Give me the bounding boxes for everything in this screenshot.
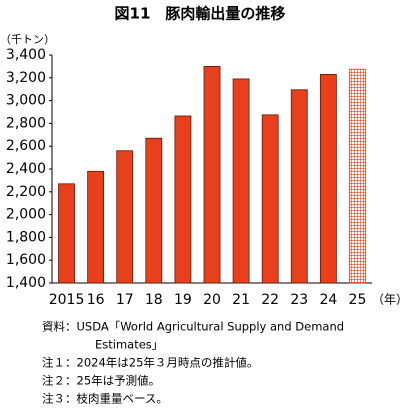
- bar: [87, 170, 105, 284]
- x-tick-label: 2015: [49, 292, 85, 308]
- bar: [261, 114, 279, 284]
- y-tick-label: 3,400: [6, 47, 46, 63]
- x-tick-label: 24: [319, 292, 337, 308]
- y-axis-label: （千トン）: [0, 33, 55, 46]
- x-tick-label: 17: [116, 292, 134, 308]
- chart-title: 図11 豚肉輸出量の推移: [115, 5, 286, 23]
- bar: [203, 66, 221, 284]
- y-tick-label: 2,400: [6, 161, 46, 177]
- bar: [58, 183, 75, 284]
- x-tick-label: 20: [203, 292, 221, 308]
- bar: [116, 150, 134, 284]
- bar: [232, 78, 250, 284]
- note: 注２：25年は予測値。: [42, 374, 160, 388]
- x-tick-label: 18: [145, 292, 163, 308]
- y-tick-label: 3,200: [6, 70, 46, 86]
- note: Estimates」: [95, 338, 163, 352]
- note: 資料：USDA「World Agricultural Supply and De…: [42, 320, 344, 334]
- x-tick-label: 23: [290, 292, 308, 308]
- y-tick-label: 1,400: [6, 275, 46, 291]
- bar: [349, 68, 366, 284]
- note: 注１：2024年は25年３月時点の推計値。: [42, 356, 258, 370]
- x-tick-label: 22: [261, 292, 279, 308]
- bar: [145, 137, 163, 284]
- note: 注３：枝肉重量ベース。: [42, 392, 168, 406]
- bar: [290, 89, 308, 284]
- bar: [174, 115, 192, 284]
- y-tick-label: 1,800: [6, 229, 46, 245]
- x-axis-label: （年）: [372, 293, 400, 307]
- x-tick-label: 19: [174, 292, 192, 308]
- x-tick-label: 21: [232, 292, 250, 308]
- y-tick-label: 3,000: [6, 93, 46, 109]
- bar: [319, 73, 337, 284]
- y-tick-label: 2,200: [6, 184, 46, 200]
- y-tick-label: 1,600: [6, 252, 46, 268]
- x-tick-label: 25: [349, 292, 367, 308]
- y-tick-label: 2,800: [6, 115, 46, 131]
- y-tick-label: 2,600: [6, 138, 46, 154]
- y-tick-label: 2,000: [6, 207, 46, 223]
- x-tick-label: 16: [87, 292, 105, 308]
